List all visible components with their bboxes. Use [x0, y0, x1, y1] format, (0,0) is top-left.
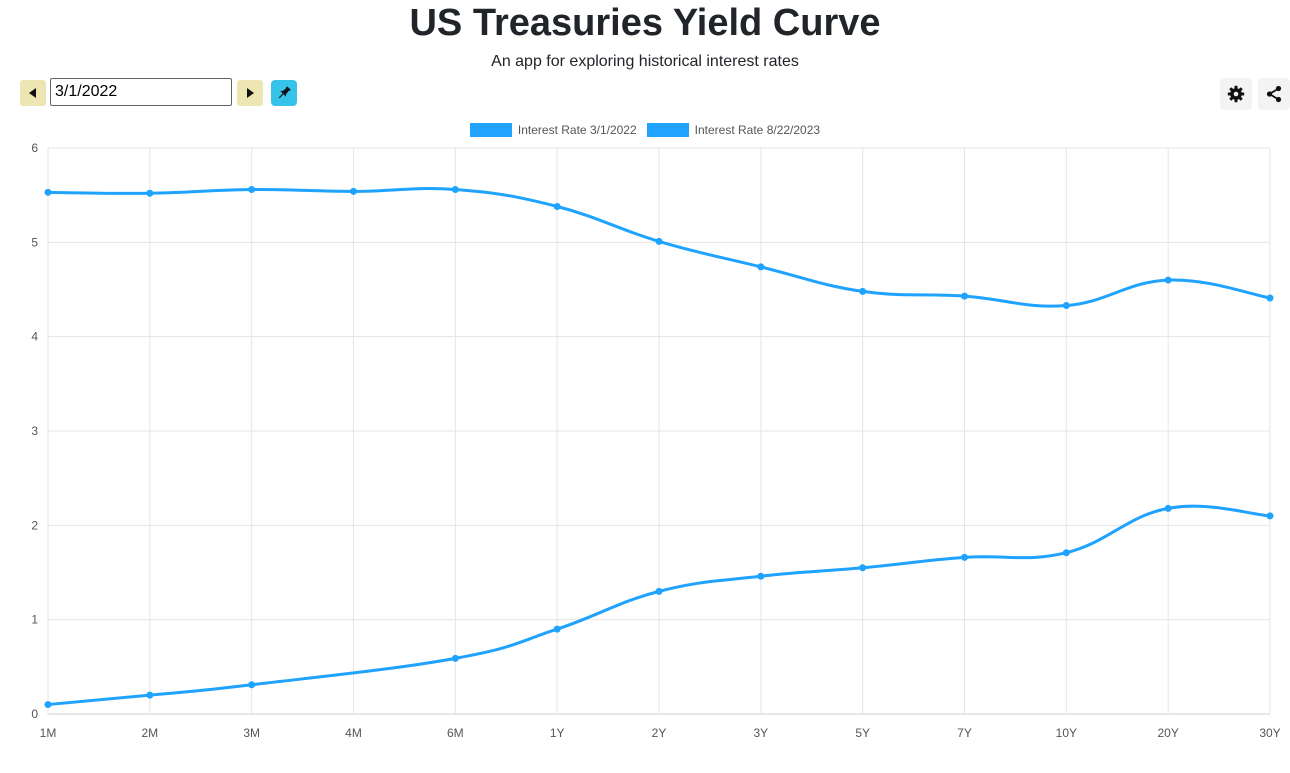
legend-item-series-2[interactable]: Interest Rate 8/22/2023	[646, 123, 821, 137]
series-2-point	[248, 186, 256, 194]
page-subtitle: An app for exploring historical interest…	[491, 53, 799, 70]
previous-date-button[interactable]	[20, 80, 46, 106]
series-2-point	[859, 287, 867, 295]
series-2-point	[1062, 302, 1070, 310]
series-1-point	[553, 625, 561, 633]
legend-item-series-1[interactable]: Interest Rate 3/1/2022	[469, 123, 637, 137]
series-1-point	[1164, 504, 1172, 512]
x-tick-label: 5Y	[855, 726, 870, 740]
series-1-point	[859, 564, 867, 572]
x-tick-label: 30Y	[1259, 726, 1280, 740]
x-tick-label: 3Y	[753, 726, 768, 740]
y-tick-label: 3	[31, 424, 38, 438]
series-2-point	[961, 292, 968, 300]
x-tick-label: 2M	[141, 726, 158, 740]
legend-label: Interest Rate 3/1/2022	[517, 123, 637, 137]
series-1-point	[1266, 512, 1274, 520]
pin-icon	[278, 86, 291, 99]
series-2-point	[1164, 276, 1172, 284]
x-tick-label: 3M	[243, 726, 260, 740]
series-1-point	[248, 681, 256, 689]
series-1-line	[46, 504, 1272, 707]
y-tick-label: 6	[31, 141, 38, 155]
series-2-point	[553, 202, 561, 210]
series-1-point	[451, 654, 459, 662]
caret-left-icon	[29, 88, 36, 98]
x-tick-label: 20Y	[1157, 726, 1178, 740]
x-tick-label: 7Y	[957, 726, 972, 740]
series-1-point	[1062, 549, 1070, 557]
y-tick-label: 1	[31, 613, 38, 627]
series-2-point	[44, 188, 52, 196]
y-tick-label: 2	[31, 518, 38, 532]
series-2-point	[1266, 294, 1274, 302]
series-2-point	[146, 189, 154, 197]
legend-swatch	[469, 123, 512, 137]
x-tick-label: 2Y	[652, 726, 667, 740]
caret-right-icon	[247, 88, 254, 98]
legend-label: Interest Rate 8/22/2023	[694, 123, 821, 137]
share-button[interactable]	[1258, 78, 1290, 110]
date-input[interactable]	[50, 78, 232, 106]
series-2-point	[655, 237, 663, 245]
chart-legend: Interest Rate 3/1/2022 Interest Rate 8/2…	[0, 123, 1290, 137]
page-title: US Treasuries Yield Curve	[409, 2, 881, 44]
series-2-point	[451, 186, 459, 194]
y-tick-label: 5	[31, 235, 38, 249]
series-1-point	[961, 553, 968, 561]
series-1-point	[146, 691, 154, 699]
series-2-point	[757, 263, 765, 271]
series-1-point	[757, 572, 765, 580]
series-1-point	[44, 701, 52, 709]
x-tick-label: 4M	[345, 726, 362, 740]
series-2-point	[350, 187, 357, 195]
y-tick-label: 0	[31, 707, 38, 721]
x-tick-label: 6M	[447, 726, 464, 740]
pin-button[interactable]	[271, 80, 297, 106]
x-tick-label: 10Y	[1056, 726, 1077, 740]
settings-button[interactable]	[1220, 78, 1252, 110]
next-date-button[interactable]	[237, 80, 263, 106]
gear-icon	[1227, 85, 1245, 103]
share-icon	[1266, 85, 1282, 103]
y-tick-label: 4	[31, 330, 38, 344]
legend-swatch	[646, 123, 689, 137]
x-tick-label: 1Y	[550, 726, 565, 740]
x-tick-label: 1M	[40, 726, 57, 740]
series-1-point	[655, 587, 663, 595]
